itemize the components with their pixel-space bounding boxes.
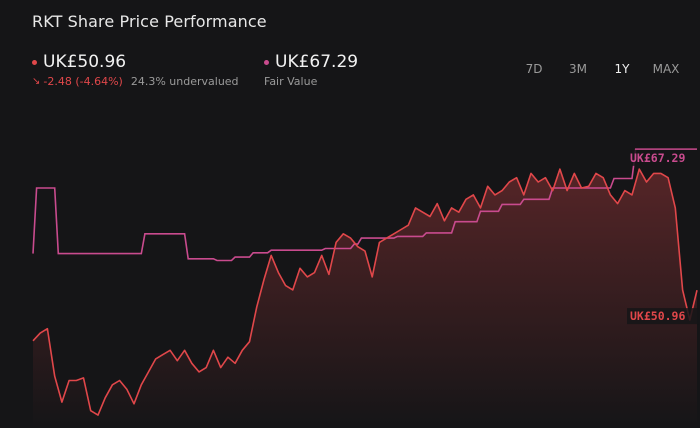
range-3m[interactable]: 3M (569, 62, 587, 76)
price-legend-dot (32, 59, 37, 65)
price-end-label-bg (627, 308, 699, 325)
price-area-fill (33, 169, 697, 428)
fair-value-legend-dot (264, 59, 269, 65)
fair-value-line (32, 148, 697, 262)
time-range-selector: 7D 3M 1Y MAX (512, 62, 688, 76)
fair-value-end-label-bg (627, 149, 699, 166)
chart-title: RKT Share Price Performance (32, 12, 267, 31)
price-change: -2.48 (-4.64%) (43, 75, 123, 88)
down-arrow-icon: ↘ (32, 76, 41, 87)
range-7d[interactable]: 7D (525, 62, 543, 76)
fair-value-price: UK£67.29 (275, 52, 359, 72)
price-end-label: UK£50.96 (630, 309, 685, 323)
undervalued-text: 24.3% undervalued (130, 75, 239, 88)
fair-value-block: UK£67.29 Fair Value (264, 52, 358, 88)
fair-value-end-label: UK£67.29 (630, 151, 685, 165)
price-line (32, 168, 698, 416)
range-max[interactable]: MAX (652, 62, 680, 76)
range-1y[interactable]: 1Y (614, 62, 630, 76)
fair-value-label: Fair Value (264, 75, 318, 88)
share-price-block: UK£50.96 ↘ -2.48 (-4.64%) 24.3% underval… (32, 52, 239, 88)
share-price-value: UK£50.96 (43, 52, 127, 72)
